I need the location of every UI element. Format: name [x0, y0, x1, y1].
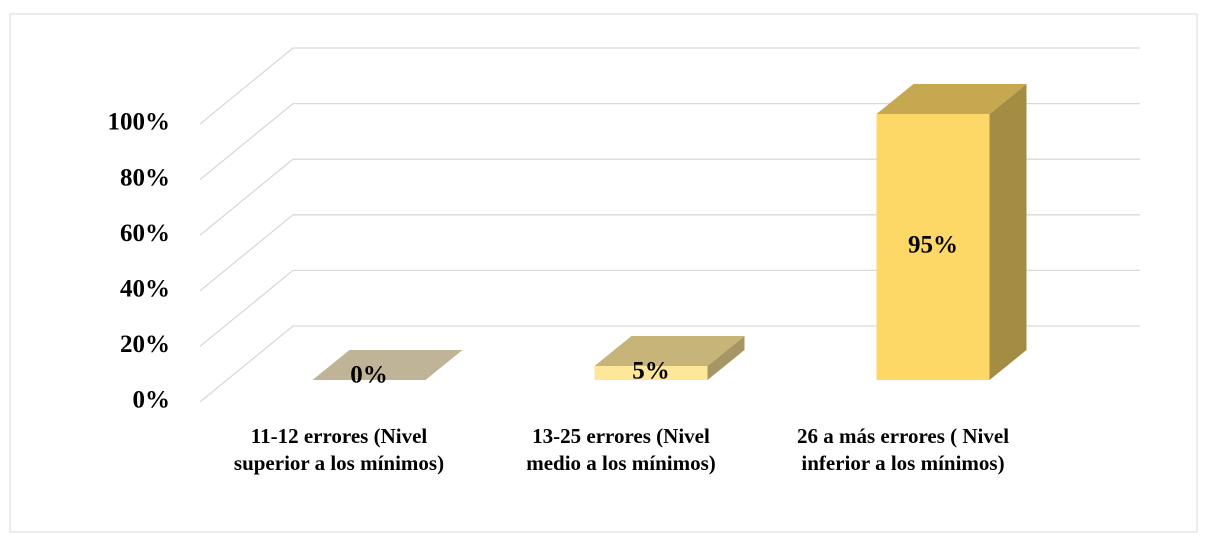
- y-tick-label: 60%: [120, 220, 170, 247]
- grid-line: [199, 325, 1140, 403]
- x-tick-label: 26 a más errores ( Nivel inferior a los …: [796, 424, 1010, 475]
- grid-line: [199, 158, 1140, 236]
- y-tick-label: 80%: [120, 164, 170, 191]
- grid-line: [199, 214, 1140, 292]
- bar-top: [876, 84, 1027, 114]
- bar-front: [594, 366, 708, 380]
- data-label: 0%: [350, 362, 388, 389]
- y-tick-label: 20%: [120, 331, 170, 358]
- data-label: 95%: [908, 232, 958, 259]
- y-tick-label: 40%: [120, 276, 170, 303]
- grid-line: [199, 47, 1140, 125]
- bar-top: [594, 336, 745, 366]
- bar-side: [989, 84, 1027, 380]
- grid-line: [199, 102, 1140, 181]
- bar-side: [707, 336, 745, 380]
- data-label: 5%: [632, 358, 670, 385]
- bar-front: [876, 114, 990, 380]
- y-tick-label: 100%: [108, 109, 171, 136]
- grid-line: [199, 269, 1140, 347]
- y-tick-label: 0%: [133, 387, 171, 414]
- bar-top: [312, 350, 463, 380]
- x-tick-label: 13-25 errores (Nivel medio a los mínimos…: [526, 424, 716, 475]
- x-tick-label: 11-12 errores (Nivel superior a los míni…: [233, 424, 445, 475]
